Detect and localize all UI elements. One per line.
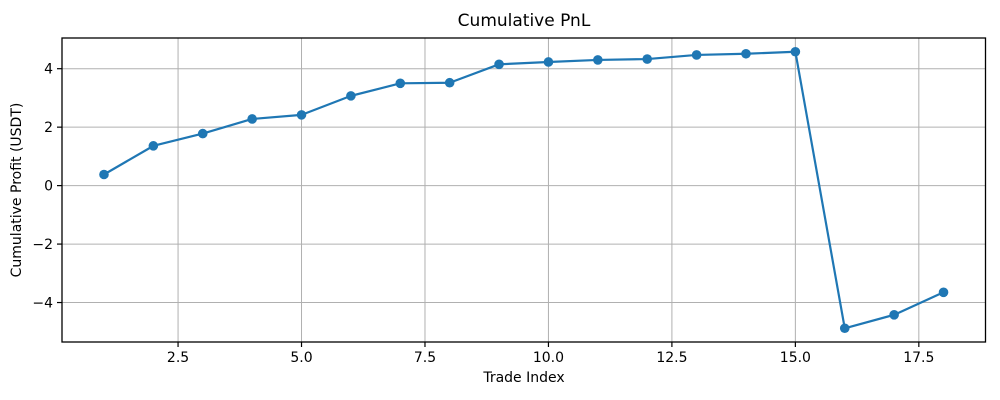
data-point-marker bbox=[395, 78, 406, 89]
plot-background bbox=[62, 38, 986, 342]
x-tick-label: 5.0 bbox=[290, 350, 312, 366]
data-point-marker bbox=[346, 91, 356, 101]
data-point-marker bbox=[247, 114, 257, 124]
y-tick-label: −4 bbox=[32, 295, 53, 311]
plot-border bbox=[61, 37, 987, 343]
data-point-marker bbox=[790, 46, 801, 57]
data-point-marker bbox=[197, 128, 208, 139]
y-tick-label: 0 bbox=[44, 178, 53, 194]
x-tick-label: 17.5 bbox=[903, 350, 934, 366]
y-axis-label: Cumulative Profit (USDT) bbox=[9, 102, 25, 278]
y-tick-label: −2 bbox=[32, 237, 53, 253]
x-tick-label: 10.0 bbox=[533, 350, 564, 366]
x-tick-label: 7.5 bbox=[414, 350, 436, 366]
chart-title: Cumulative PnL bbox=[457, 11, 591, 31]
data-point-marker bbox=[494, 59, 504, 70]
y-tick-label: 2 bbox=[44, 120, 53, 136]
data-point-marker bbox=[444, 77, 455, 88]
y-tick-label: 4 bbox=[44, 61, 53, 77]
x-tick-label: 12.5 bbox=[656, 350, 687, 366]
data-point-marker bbox=[839, 323, 850, 334]
x-tick-label: 15.0 bbox=[780, 350, 811, 366]
data-point-marker bbox=[741, 48, 751, 59]
data-point-marker bbox=[543, 57, 554, 67]
data-point-marker bbox=[593, 55, 603, 65]
data-point-marker bbox=[148, 141, 159, 151]
x-axis-label: Trade Index bbox=[483, 370, 565, 386]
data-point-marker bbox=[296, 110, 307, 120]
pnl-line-series bbox=[102, 50, 945, 330]
data-point-marker bbox=[99, 169, 109, 180]
data-point-marker bbox=[889, 310, 899, 320]
data-point-marker bbox=[642, 54, 653, 64]
x-tick-label: 2.5 bbox=[167, 350, 189, 366]
data-point-marker bbox=[938, 287, 949, 298]
data-point-marker bbox=[691, 50, 702, 60]
